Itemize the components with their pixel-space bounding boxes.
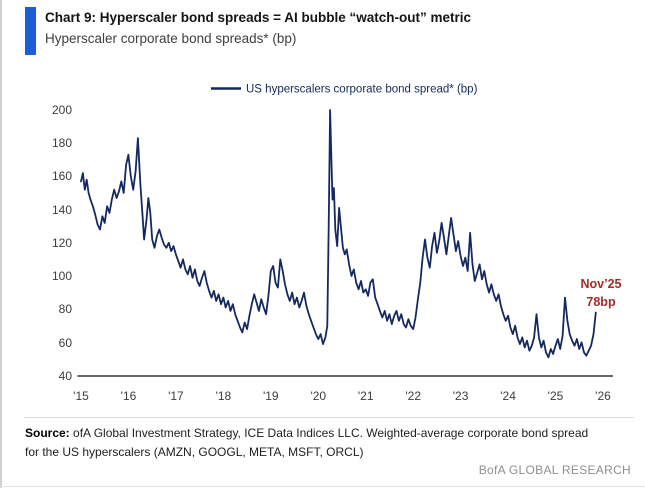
x-tick-label: '20: [310, 389, 326, 403]
last-value-annotation-date: Nov’25: [581, 277, 622, 291]
y-tick-label: 140: [52, 203, 72, 217]
x-tick-label: '19: [263, 389, 279, 403]
chart-title: Chart 9: Hyperscaler bond spreads = AI b…: [45, 10, 471, 25]
page-bottom-border: [0, 486, 645, 487]
legend-label: US hyperscalers corporate bond spread* (…: [246, 84, 478, 96]
chart-header: Chart 9: Hyperscaler bond spreads = AI b…: [25, 7, 471, 55]
y-tick-label: 80: [59, 302, 73, 316]
x-tick-label: '17: [168, 389, 184, 403]
source-label: Source:: [25, 426, 70, 440]
bond-spread-series-line: [80, 109, 597, 359]
x-tick-label: '21: [358, 389, 374, 403]
last-value-annotation-value: 78bp: [586, 295, 616, 309]
accent-bar: [25, 7, 36, 55]
x-tick-label: '25: [548, 389, 564, 403]
y-tick-label: 180: [52, 136, 72, 150]
footer-divider-line: [24, 417, 634, 418]
y-tick-label: 100: [52, 269, 72, 283]
source-text: ofA Global Investment Strategy, ICE Data…: [25, 426, 589, 459]
source-note: Source: ofA Global Investment Strategy, …: [25, 424, 597, 461]
bond-spread-line-chart: US hyperscalers corporate bond spread* (…: [52, 84, 622, 404]
y-tick-label: 40: [59, 369, 73, 383]
y-tick-label: 120: [52, 236, 72, 250]
x-tick-label: '24: [500, 389, 516, 403]
y-tick-label: 60: [59, 336, 73, 350]
x-tick-label: '23: [453, 389, 469, 403]
x-tick-label: '16: [121, 389, 137, 403]
y-tick-label: 160: [52, 169, 72, 183]
y-tick-label: 200: [52, 103, 72, 117]
page-left-border: [0, 0, 2, 488]
chart-subtitle: Hyperscaler corporate bond spreads* (bp): [45, 30, 297, 46]
x-tick-label: '18: [216, 389, 232, 403]
x-tick-label: '26: [595, 389, 611, 403]
x-tick-label: '15: [73, 389, 89, 403]
x-tick-label: '22: [405, 389, 421, 403]
brand-footer: BofA GLOBAL RESEARCH: [478, 463, 631, 477]
